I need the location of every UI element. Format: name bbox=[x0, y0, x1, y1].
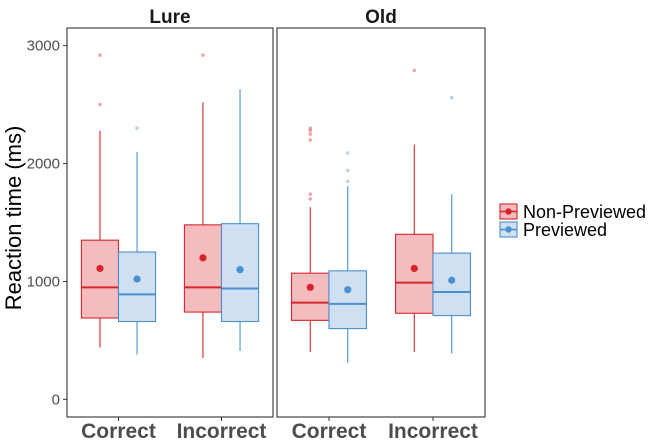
mean-point bbox=[410, 264, 418, 273]
outlier-point bbox=[345, 179, 350, 184]
legend-label: Non-Previewed bbox=[523, 202, 646, 222]
box-group bbox=[183, 53, 223, 359]
outlier-point bbox=[98, 53, 102, 57]
panel bbox=[66, 27, 274, 418]
box-group bbox=[395, 68, 434, 353]
outlier-point bbox=[201, 53, 205, 57]
box-group bbox=[291, 126, 330, 353]
outlier-point bbox=[135, 126, 139, 130]
y-tick-label: 3000 bbox=[27, 38, 60, 55]
box bbox=[395, 233, 434, 314]
panel-border bbox=[276, 27, 486, 418]
panel bbox=[276, 27, 486, 418]
box bbox=[117, 251, 157, 323]
panel-title: Lure bbox=[149, 7, 190, 28]
y-axis: 0 1000 2000 3000 bbox=[27, 38, 67, 408]
y-axis-label: Reaction time (ms) bbox=[1, 126, 26, 311]
panel-strip-bg bbox=[67, 4, 273, 28]
panel-strips: Lure Old bbox=[67, 4, 485, 28]
legend-key-mean bbox=[505, 226, 512, 233]
outlier-point bbox=[308, 126, 313, 130]
box bbox=[291, 272, 330, 321]
y-tick-label: 0 bbox=[52, 391, 60, 408]
x-axis: Correct Incorrect Correct Incorrect bbox=[81, 417, 478, 443]
box-group bbox=[432, 95, 471, 354]
box bbox=[328, 270, 367, 330]
mean-point bbox=[448, 276, 456, 284]
box bbox=[80, 239, 120, 319]
y-tick-label: 1000 bbox=[27, 273, 60, 290]
panel-title: Old bbox=[365, 7, 397, 28]
outlier-point bbox=[412, 68, 417, 73]
box bbox=[183, 224, 223, 313]
box bbox=[432, 252, 471, 317]
outlier-point bbox=[308, 138, 313, 142]
panel-border bbox=[66, 27, 274, 418]
x-tick-label: Correct bbox=[81, 420, 156, 443]
x-tick-label: Correct bbox=[292, 420, 367, 443]
outlier-point bbox=[308, 132, 313, 136]
mean-point bbox=[133, 275, 141, 283]
y-tick-label: 2000 bbox=[27, 156, 60, 173]
box-group bbox=[328, 151, 367, 363]
outlier-point bbox=[345, 151, 350, 155]
mean-point bbox=[344, 286, 352, 294]
legend-item: Non-Previewed bbox=[499, 202, 646, 222]
outlier-point bbox=[308, 197, 313, 201]
box-group bbox=[80, 53, 120, 348]
mean-point bbox=[306, 283, 314, 291]
box-group bbox=[220, 89, 260, 351]
panels bbox=[66, 27, 486, 418]
x-tick-label: Incorrect bbox=[388, 420, 478, 443]
x-tick-label: Incorrect bbox=[177, 420, 267, 443]
outlier-point bbox=[345, 168, 350, 173]
box-group bbox=[117, 126, 157, 355]
legend-item: Previewed bbox=[499, 220, 607, 240]
mean-point bbox=[199, 254, 207, 262]
outlier-point bbox=[308, 192, 313, 197]
legend-label: Previewed bbox=[523, 220, 607, 240]
outlier-point bbox=[98, 102, 102, 107]
legend-key-mean bbox=[505, 208, 512, 215]
mean-point bbox=[236, 266, 244, 274]
panel-strip-bg bbox=[277, 4, 485, 28]
outlier-point bbox=[308, 128, 313, 133]
mean-point bbox=[96, 264, 104, 273]
outlier-point bbox=[449, 95, 454, 100]
